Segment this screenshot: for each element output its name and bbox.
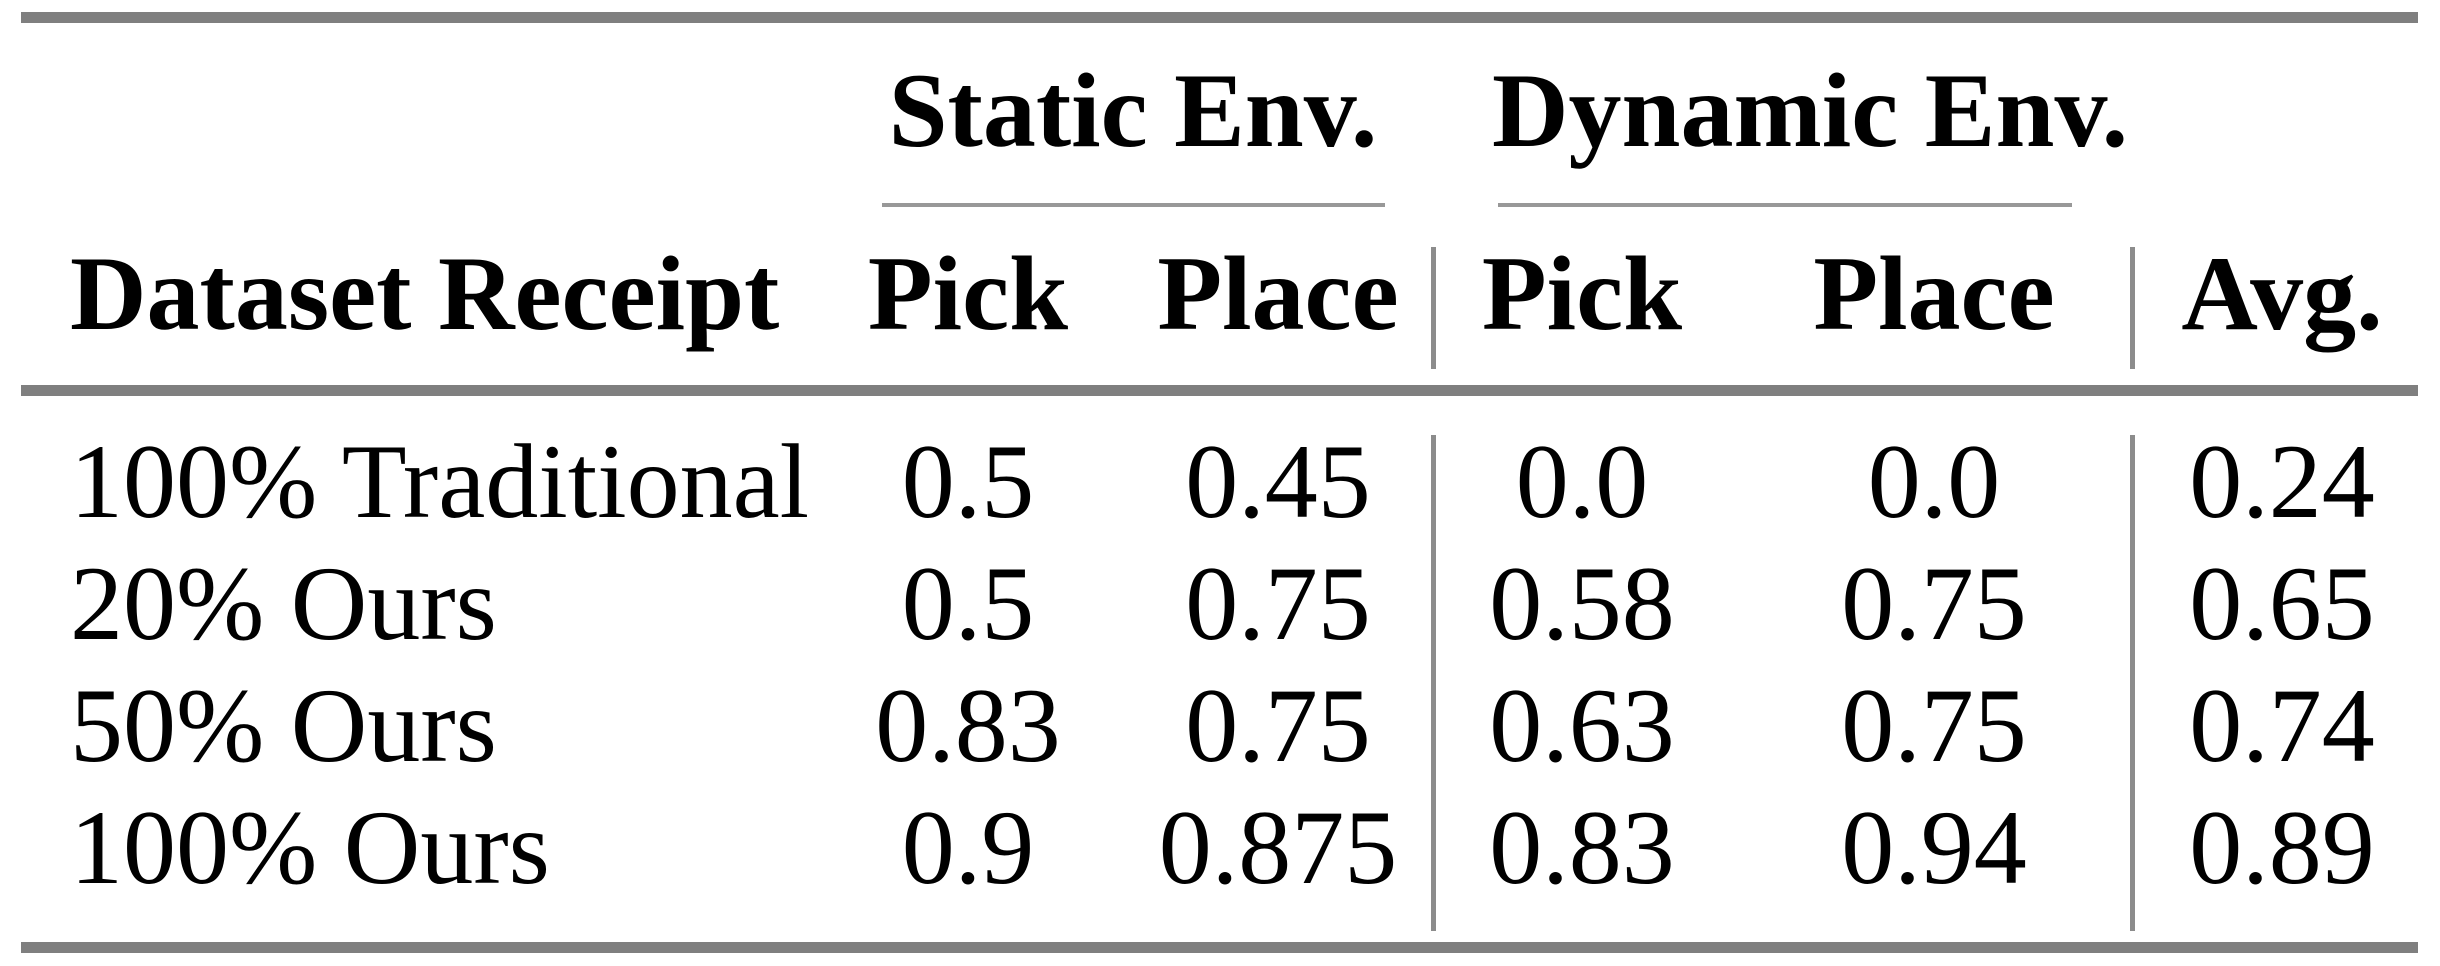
cell-dynamic-pick: 0.63 bbox=[1489, 667, 1675, 784]
dynamic-env-cmidrule bbox=[1498, 203, 2072, 207]
cell-avg: 0.74 bbox=[2189, 667, 2375, 784]
cell-static-pick: 0.5 bbox=[901, 423, 1035, 540]
col-header-static-pick: Pick bbox=[867, 235, 1069, 352]
cell-dynamic-pick: 0.0 bbox=[1515, 423, 1649, 540]
cell-static-pick: 0.9 bbox=[901, 789, 1035, 906]
cell-dynamic-place: 0.75 bbox=[1841, 667, 2027, 784]
header-vline-static-dynamic bbox=[1431, 247, 1436, 369]
cell-dynamic-pick: 0.58 bbox=[1489, 545, 1675, 662]
cell-avg: 0.24 bbox=[2189, 423, 2375, 540]
cell-avg: 0.65 bbox=[2189, 545, 2375, 662]
cell-static-place: 0.75 bbox=[1185, 667, 1371, 784]
cell-avg: 0.89 bbox=[2189, 789, 2375, 906]
group-header-static-env: Static Env. bbox=[888, 52, 1378, 169]
cell-static-place: 0.45 bbox=[1185, 423, 1371, 540]
cell-static-pick: 0.5 bbox=[901, 545, 1035, 662]
cell-static-pick: 0.83 bbox=[875, 667, 1061, 784]
cell-dynamic-pick: 0.83 bbox=[1489, 789, 1675, 906]
header-vline-avg bbox=[2130, 247, 2135, 369]
col-header-dynamic-pick: Pick bbox=[1481, 235, 1683, 352]
row-label: 100% Ours bbox=[70, 789, 550, 906]
cell-dynamic-place: 0.75 bbox=[1841, 545, 2027, 662]
body-vline-static-dynamic bbox=[1431, 435, 1436, 931]
mid-rule bbox=[21, 385, 2418, 396]
col-header-static-place: Place bbox=[1157, 235, 1399, 352]
group-header-dynamic-env: Dynamic Env. bbox=[1492, 52, 2129, 169]
row-label: 20% Ours bbox=[70, 545, 497, 662]
top-rule bbox=[21, 12, 2418, 23]
row-label: 50% Ours bbox=[70, 667, 497, 784]
cell-static-place: 0.875 bbox=[1158, 789, 1398, 906]
static-env-cmidrule bbox=[882, 203, 1385, 207]
cell-dynamic-place: 0.0 bbox=[1867, 423, 2001, 540]
col-header-dynamic-place: Place bbox=[1813, 235, 2055, 352]
cell-static-place: 0.75 bbox=[1185, 545, 1371, 662]
col-header-dataset-receipt: Dataset Receipt bbox=[70, 235, 780, 352]
bottom-rule bbox=[21, 942, 2418, 953]
row-label: 100% Traditional bbox=[70, 423, 810, 540]
cell-dynamic-place: 0.94 bbox=[1841, 789, 2027, 906]
col-header-avg: Avg. bbox=[2181, 235, 2383, 352]
body-vline-avg bbox=[2130, 435, 2135, 931]
